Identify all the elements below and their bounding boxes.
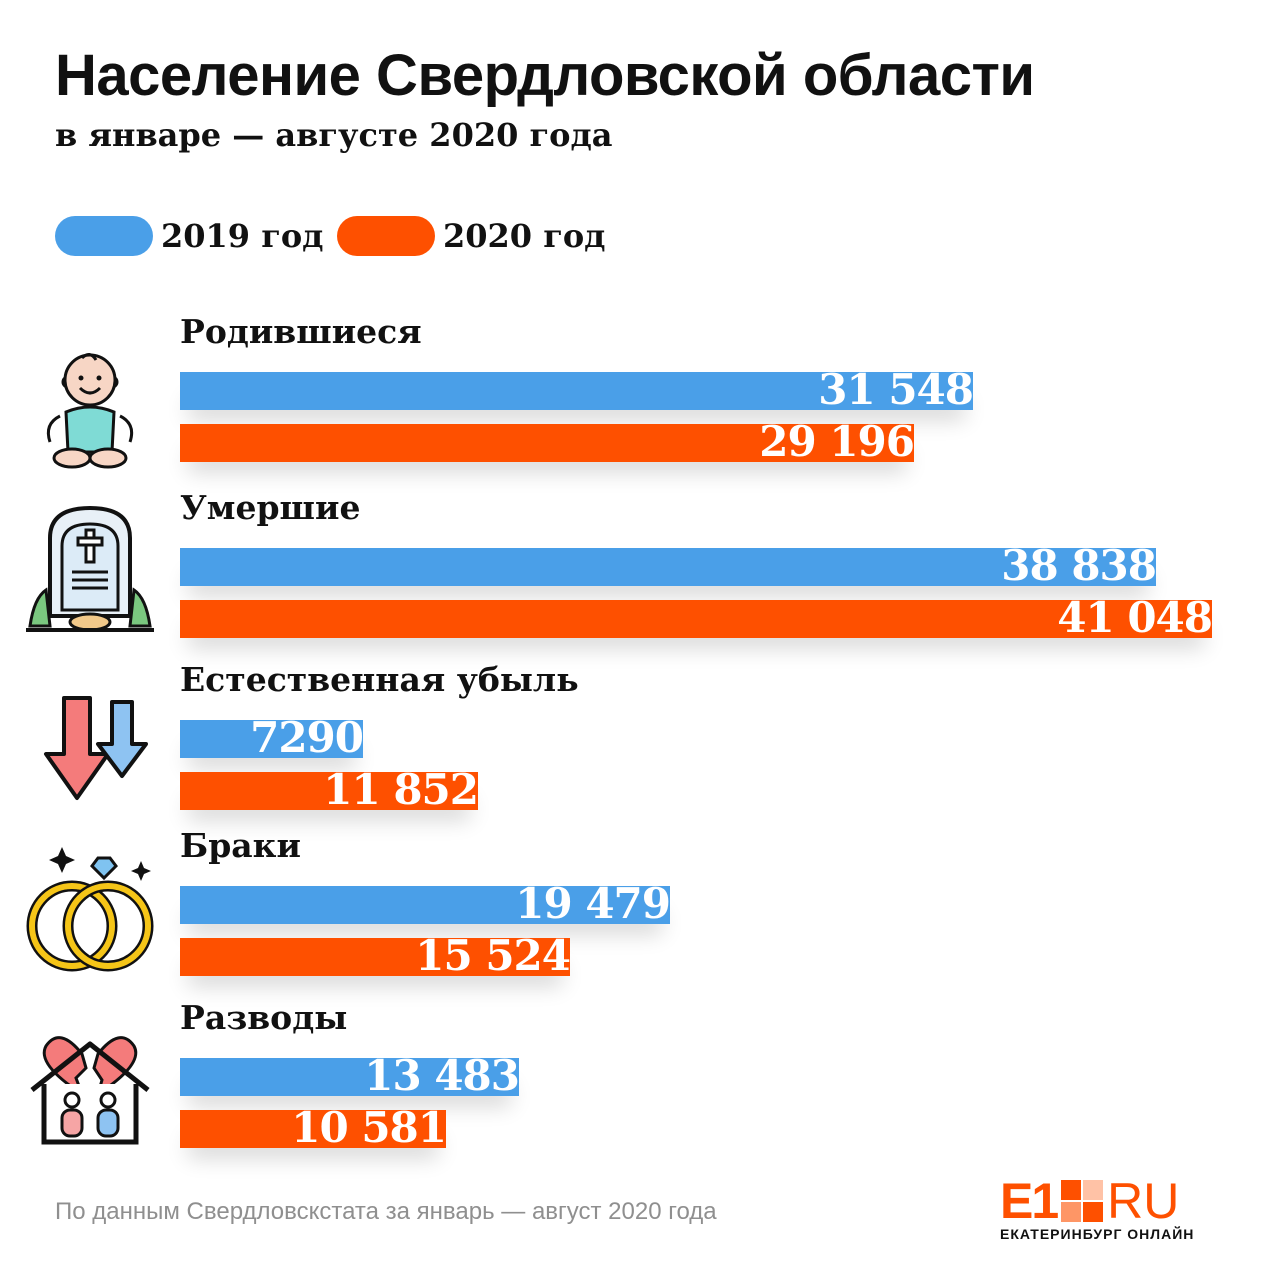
chart-title: Население Свердловской области [55, 43, 1035, 108]
decline-arrows-icon [20, 668, 160, 808]
broken-family-icon [20, 1010, 160, 1150]
bar-value-label: 13 483 [364, 1051, 520, 1100]
logo-tagline: ЕКАТЕРИНБУРГ ОНЛАЙН [1000, 1226, 1195, 1242]
legend-swatch-2019 [55, 216, 153, 256]
legend-swatch-2020 [337, 216, 435, 256]
category-label: Браки [180, 826, 301, 865]
bar-value-label: 15 524 [415, 931, 571, 980]
bar-2019: 7290 [180, 716, 364, 760]
bar-value-label: 41 048 [1057, 593, 1213, 642]
bar-2019: 38 838 [180, 544, 1157, 588]
bar-value-label: 31 548 [818, 365, 974, 414]
legend: 2019 год 2020 год [55, 214, 755, 258]
bar-2020: 11 852 [180, 768, 479, 812]
logo-ru-text: RU [1107, 1173, 1180, 1229]
chart-subtitle: в январе — августе 2020 года [55, 116, 613, 154]
bar-2020: 10 581 [180, 1106, 447, 1150]
wedding-rings-icon [20, 840, 160, 980]
bar-2020: 15 524 [180, 934, 571, 978]
legend-label-2020: 2020 год [443, 217, 606, 255]
baby-icon [20, 340, 160, 480]
bar-value-label: 10 581 [291, 1103, 447, 1152]
logo-squares-icon [1061, 1180, 1104, 1222]
bar-2020: 29 196 [180, 420, 915, 464]
bar-2019: 13 483 [180, 1054, 520, 1098]
legend-item-2020: 2020 год [337, 214, 605, 258]
category-label: Родившиеся [180, 312, 422, 351]
bar-2019: 31 548 [180, 368, 974, 412]
bar-value-label: 29 196 [759, 417, 915, 466]
category-label: Умершие [180, 488, 361, 527]
category-label: Естественная убыль [180, 660, 579, 699]
bar-value-label: 11 852 [323, 765, 479, 814]
e1-logo[interactable]: E1 RU ЕКАТЕРИНБУРГ ОНЛАЙН [1000, 1173, 1240, 1248]
bar-value-label: 19 479 [515, 879, 671, 928]
bar-value-label: 38 838 [1001, 541, 1157, 590]
bar-value-label: 7290 [250, 713, 364, 762]
logo-e1-text: E1 [1000, 1173, 1059, 1229]
bar-2020: 41 048 [180, 596, 1213, 640]
tombstone-icon [20, 498, 160, 638]
bar-2019: 19 479 [180, 882, 671, 926]
legend-item-2019: 2019 год [55, 214, 323, 258]
category-label: Разводы [180, 998, 348, 1037]
source-note: По данным Свердловскстата за январь — ав… [55, 1198, 717, 1225]
logo-wordmark: E1 RU [1000, 1173, 1180, 1229]
legend-label-2019: 2019 год [161, 217, 324, 255]
